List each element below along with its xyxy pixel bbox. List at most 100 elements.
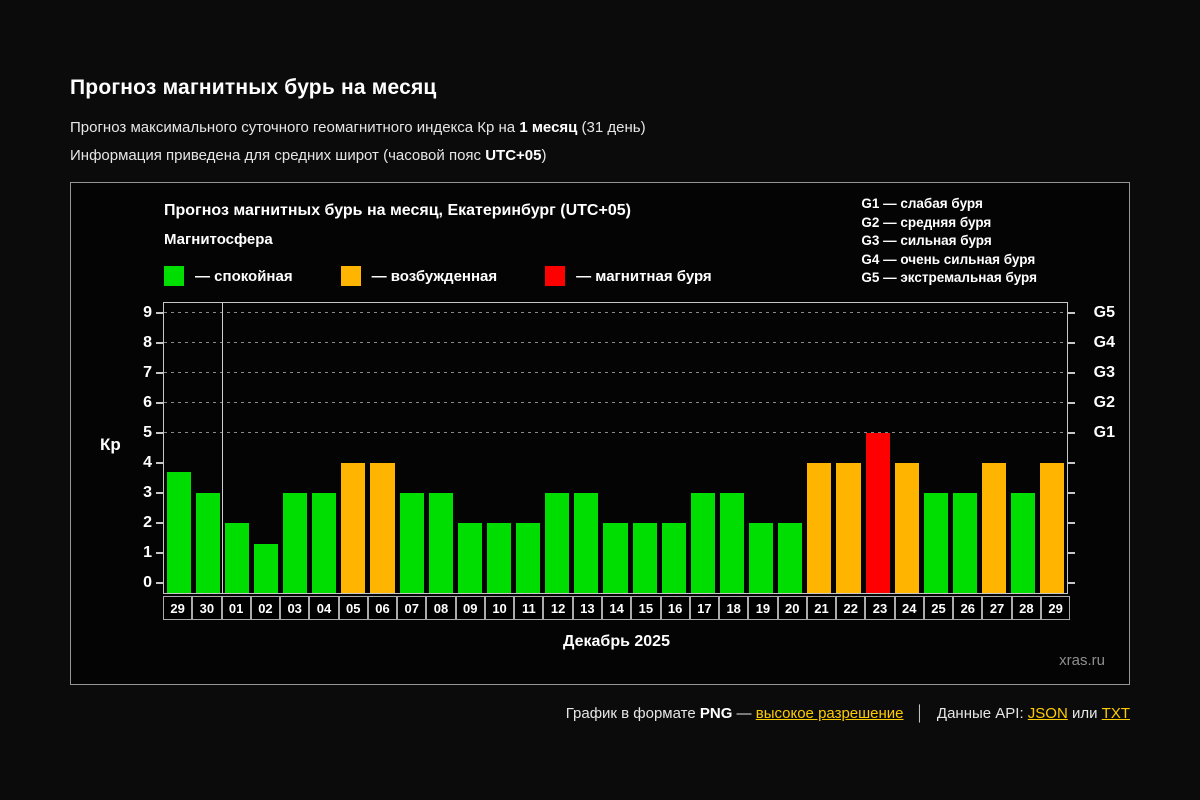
- kp-bar-27: [982, 463, 1006, 593]
- bar-slot: [368, 463, 397, 593]
- bar-slot: [572, 493, 601, 593]
- y-tick-right: [1067, 372, 1075, 374]
- bar-slot: [514, 523, 543, 593]
- kp-bar-23: [866, 433, 890, 593]
- bar-slot: [688, 493, 717, 593]
- x-axis-date: 06: [368, 596, 397, 620]
- x-axis-date: 17: [690, 596, 719, 620]
- subtitle1-bold: 1 месяц: [519, 119, 577, 136]
- y-tick-left: [156, 462, 164, 464]
- kp-bar-14: [603, 523, 627, 593]
- y-tick-left: [156, 582, 164, 584]
- kp-bar-29: [167, 472, 191, 593]
- bar-slot: [193, 493, 222, 593]
- y-tick-right: [1067, 552, 1075, 554]
- subtitle2-post: ): [541, 147, 546, 164]
- kp-bar-10: [487, 523, 511, 593]
- storm-swatch-icon: [545, 266, 565, 286]
- y-tick-right: [1067, 312, 1075, 314]
- bar-slot: [834, 463, 863, 593]
- bar-slot: [484, 523, 513, 593]
- bar-slot: [251, 544, 280, 593]
- kp-bar-01: [225, 523, 249, 593]
- kp-bar-11: [516, 523, 540, 593]
- page-title: Прогноз магнитных бурь на месяц: [70, 76, 437, 100]
- x-axis-date: 29: [1041, 596, 1070, 620]
- y-tick-left: [156, 522, 164, 524]
- x-axis-date: 26: [953, 596, 982, 620]
- bar-slot: [892, 463, 921, 593]
- bar-slot: [659, 523, 688, 593]
- legend-label-quiet: — спокойная: [195, 268, 293, 285]
- kp-bar-16: [662, 523, 686, 593]
- subtitle2-bold: UTC+05: [485, 147, 541, 164]
- kp-bar-08: [429, 493, 453, 593]
- subtitle-forecast-period: Прогноз максимального суточного геомагни…: [70, 119, 646, 136]
- kp-bar-30: [196, 493, 220, 593]
- txt-link[interactable]: TXT: [1102, 705, 1130, 722]
- bar-slot: [426, 493, 455, 593]
- kp-bar-28: [1011, 493, 1035, 593]
- bar-slot: [601, 523, 630, 593]
- y-tick-label-9: 9: [124, 305, 152, 321]
- kp-bar-21: [807, 463, 831, 593]
- right-axis-label-g2: G2: [1094, 395, 1115, 411]
- right-axis-label-g1: G1: [1094, 425, 1115, 441]
- watermark: xras.ru: [1059, 652, 1105, 669]
- kp-bar-15: [633, 523, 657, 593]
- subtitle2-pre: Информация приведена для средних широт (…: [70, 147, 485, 164]
- bar-slot: [717, 493, 746, 593]
- kp-bar-09: [458, 523, 482, 593]
- bar-slot: [339, 463, 368, 593]
- x-axis-date: 10: [485, 596, 514, 620]
- y-axis-label: Кр: [100, 435, 121, 455]
- y-tick-label-2: 2: [124, 515, 152, 531]
- g-legend-g4: G4 — очень сильная буря: [861, 251, 1037, 270]
- kp-bar-24: [895, 463, 919, 593]
- x-axis-date: 15: [631, 596, 660, 620]
- kp-bar-07: [400, 493, 424, 593]
- highres-link[interactable]: высокое разрешение: [756, 705, 904, 722]
- kp-bar-13: [574, 493, 598, 593]
- kp-bar-19: [749, 523, 773, 593]
- legend-item-quiet: — спокойная: [164, 266, 293, 286]
- json-link[interactable]: JSON: [1028, 705, 1068, 722]
- y-tick-label-3: 3: [124, 485, 152, 501]
- bar-slot: [1038, 463, 1067, 593]
- bar-slot: [310, 493, 339, 593]
- bar-slot: [164, 472, 193, 593]
- x-axis-date: 05: [339, 596, 368, 620]
- y-tick-right: [1067, 492, 1075, 494]
- y-tick-right: [1067, 402, 1075, 404]
- x-axis-date: 19: [748, 596, 777, 620]
- y-tick-left: [156, 342, 164, 344]
- kp-plot-area: Кр 0123456789G1G2G3G4G5: [163, 302, 1068, 594]
- kp-bar-18: [720, 493, 744, 593]
- x-axis-date: 11: [514, 596, 543, 620]
- g-legend-g2: G2 — средняя буря: [861, 214, 1037, 233]
- x-axis-date: 07: [397, 596, 426, 620]
- x-axis-date: 04: [309, 596, 338, 620]
- legend-item-excited: — возбужденная: [341, 266, 498, 286]
- legend-label-excited: — возбужденная: [372, 268, 498, 285]
- x-axis-date: 29: [163, 596, 192, 620]
- bar-slot: [397, 493, 426, 593]
- subtitle-timezone: Информация приведена для средних широт (…: [70, 147, 546, 164]
- x-axis-date: 25: [924, 596, 953, 620]
- y-tick-label-6: 6: [124, 395, 152, 411]
- g-legend-g3: G3 — сильная буря: [861, 232, 1037, 251]
- legend-label-storm: — магнитная буря: [576, 268, 712, 285]
- y-tick-label-7: 7: [124, 365, 152, 381]
- magnetosphere-legend: — спокойная — возбужденная — магнитная б…: [164, 266, 760, 286]
- y-tick-left: [156, 432, 164, 434]
- x-axis-date: 28: [1012, 596, 1041, 620]
- x-axis-dates: 2930010203040506070809101112131415161718…: [163, 596, 1070, 620]
- bar-slot: [1009, 493, 1038, 593]
- kp-bar-06: [370, 463, 394, 593]
- bar-slot: [222, 523, 251, 593]
- y-tick-left: [156, 402, 164, 404]
- quiet-swatch-icon: [164, 266, 184, 286]
- footer-dash: —: [732, 705, 755, 722]
- bar-slot: [863, 433, 892, 593]
- x-axis-date: 01: [222, 596, 251, 620]
